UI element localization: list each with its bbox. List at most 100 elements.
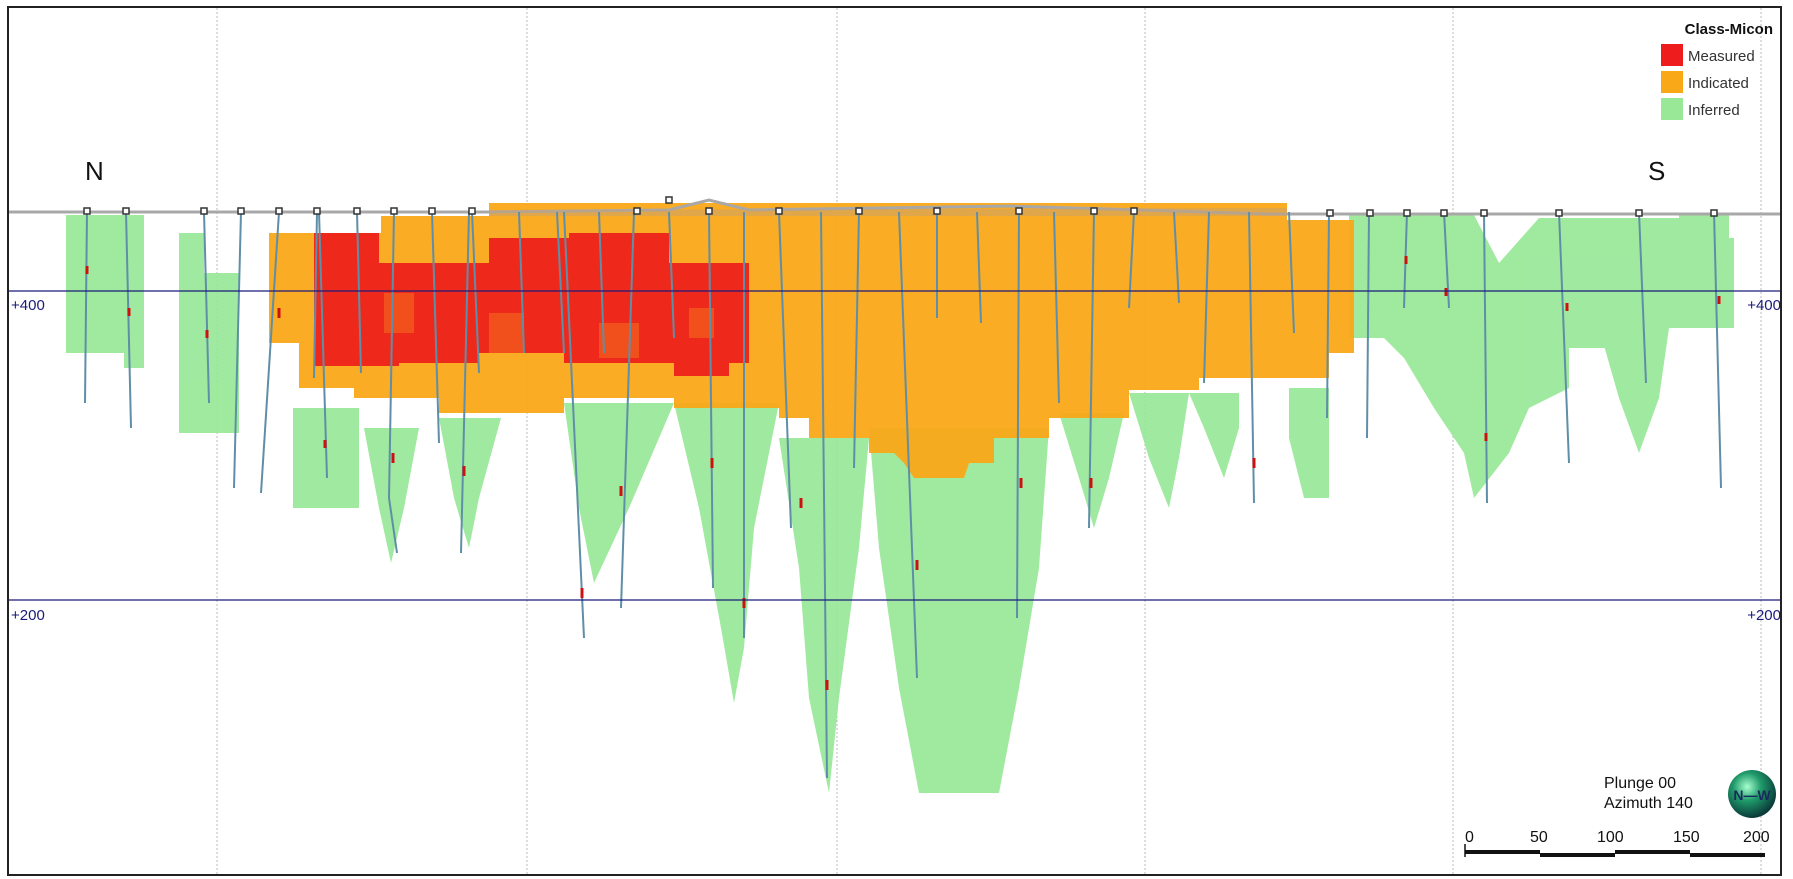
legend-label: Indicated bbox=[1688, 75, 1749, 92]
collar-marker bbox=[428, 207, 436, 215]
drillhole bbox=[1173, 211, 1180, 304]
drillhole bbox=[1248, 211, 1255, 504]
collars bbox=[83, 196, 1718, 217]
collar-marker bbox=[237, 207, 245, 215]
drillhole bbox=[203, 211, 210, 404]
collar-marker bbox=[1440, 209, 1448, 217]
collar-marker bbox=[855, 207, 863, 215]
drillhole bbox=[260, 211, 280, 494]
collar-marker bbox=[1015, 207, 1023, 215]
elevation-label-left: +200 bbox=[11, 607, 45, 624]
drillhole bbox=[668, 211, 675, 339]
scale-segment bbox=[1540, 853, 1615, 857]
collar-marker bbox=[200, 207, 208, 215]
drillhole bbox=[556, 211, 565, 354]
drillhole bbox=[318, 211, 328, 479]
scale-tick-label: 200 bbox=[1743, 829, 1770, 846]
inferred-zone bbox=[1679, 215, 1729, 243]
south-label: S bbox=[1648, 156, 1665, 186]
mixed-block bbox=[599, 323, 639, 358]
scale-tick-label: 0 bbox=[1465, 829, 1474, 846]
inferred-zone bbox=[1599, 328, 1669, 453]
inferred-zone bbox=[179, 233, 239, 433]
drillhole bbox=[1016, 211, 1020, 619]
collar-marker bbox=[1710, 209, 1718, 217]
inferred-zone bbox=[1129, 393, 1189, 508]
drillhole bbox=[84, 211, 88, 404]
collar-marker bbox=[390, 207, 398, 215]
collar-marker bbox=[122, 207, 130, 215]
drillhole bbox=[460, 211, 470, 554]
drillhole bbox=[598, 211, 605, 354]
collar-marker bbox=[665, 196, 673, 204]
collar-marker bbox=[1366, 209, 1374, 217]
elevation-lines bbox=[9, 290, 1780, 601]
scale-tick-label: 100 bbox=[1597, 829, 1624, 846]
collar-marker bbox=[1090, 207, 1098, 215]
plunge-label: Plunge 00 bbox=[1604, 775, 1676, 792]
legend-swatch-measured bbox=[1661, 44, 1683, 66]
collar-marker bbox=[1326, 209, 1334, 217]
drillhole bbox=[1326, 211, 1330, 419]
collar-marker bbox=[83, 207, 91, 215]
elevation-labels: +400 +400 +200 +200 bbox=[11, 297, 1781, 624]
mixed-block bbox=[384, 293, 414, 333]
mixed-block bbox=[489, 313, 524, 353]
inferred-zone bbox=[564, 403, 674, 583]
drillhole bbox=[1053, 211, 1060, 404]
scale-tick-label: 150 bbox=[1673, 829, 1700, 846]
section-canvas: +400 +400 +200 +200 N S Class-Micon Meas… bbox=[9, 8, 1781, 874]
collar-marker bbox=[1555, 209, 1563, 217]
inferred-zone bbox=[1059, 413, 1124, 528]
elevation-label-left: +400 bbox=[11, 297, 45, 314]
legend-title: Class-Micon bbox=[1685, 21, 1773, 38]
drillhole bbox=[563, 211, 585, 639]
drillhole bbox=[853, 211, 860, 469]
drillhole bbox=[356, 211, 362, 374]
topography bbox=[9, 198, 1780, 216]
collar-marker bbox=[633, 207, 641, 215]
drillhole bbox=[620, 211, 635, 609]
collar-marker bbox=[353, 207, 361, 215]
scale-bar: 0 50 100 150 200 bbox=[1464, 829, 1770, 857]
drillhole bbox=[1288, 211, 1295, 334]
collar-marker bbox=[1480, 209, 1488, 217]
drillhole bbox=[1483, 211, 1488, 504]
orientation-globe-icon: N—W bbox=[1728, 770, 1776, 818]
scale-segment bbox=[1465, 850, 1540, 854]
scale-segment bbox=[1690, 853, 1765, 857]
legend-swatch-inferred bbox=[1661, 98, 1683, 120]
inferred-zone bbox=[674, 403, 779, 703]
drillhole bbox=[1088, 211, 1095, 529]
azimuth-label: Azimuth 140 bbox=[1604, 795, 1693, 812]
drillhole bbox=[1203, 211, 1210, 384]
drillhole bbox=[431, 211, 440, 444]
drillhole bbox=[778, 211, 792, 529]
drillhole bbox=[387, 211, 398, 554]
measured-blend-blocks bbox=[384, 293, 714, 358]
drillhole bbox=[1366, 211, 1370, 439]
scale-segment bbox=[1615, 850, 1690, 854]
inferred-zone bbox=[1289, 388, 1329, 498]
inferred-zone bbox=[779, 438, 869, 793]
drillhole bbox=[976, 211, 982, 324]
inferred-zone bbox=[439, 418, 501, 548]
drillhole bbox=[471, 211, 480, 374]
collar-marker bbox=[1635, 209, 1643, 217]
legend: Class-Micon Measured Indicated Inferred bbox=[1661, 21, 1773, 120]
inferred-zone bbox=[869, 428, 1049, 793]
drillhole bbox=[1128, 211, 1135, 309]
north-label: N bbox=[85, 156, 104, 186]
drillhole bbox=[1713, 211, 1722, 489]
inferred-zone bbox=[364, 428, 419, 563]
legend-label: Inferred bbox=[1688, 102, 1740, 119]
legend-swatch-indicated bbox=[1661, 71, 1683, 93]
collar-marker bbox=[313, 207, 321, 215]
drillhole bbox=[1443, 211, 1450, 309]
section-view: +400 +400 +200 +200 N S Class-Micon Meas… bbox=[7, 6, 1782, 876]
legend-label: Measured bbox=[1688, 48, 1755, 65]
elevation-label-right: +400 bbox=[1747, 297, 1781, 314]
svg-text:N—W: N—W bbox=[1733, 787, 1771, 803]
inferred-zone bbox=[1349, 215, 1734, 498]
topography-cover bbox=[489, 208, 1287, 216]
